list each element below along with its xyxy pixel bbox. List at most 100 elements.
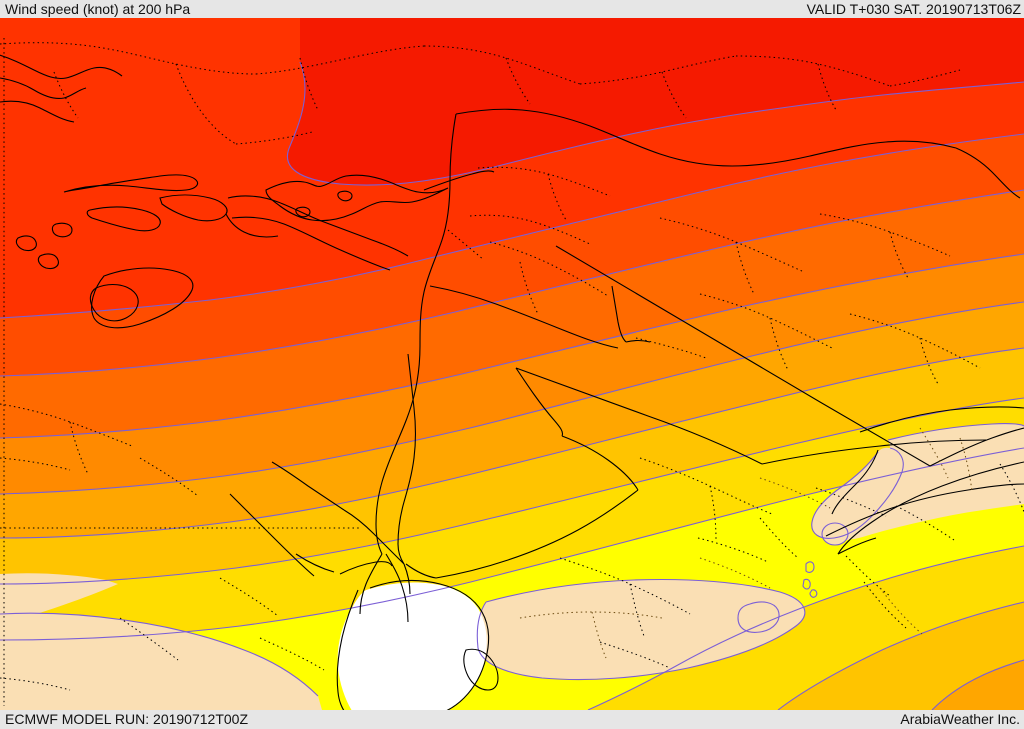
admin-iq-5 bbox=[819, 213, 951, 257]
isoline-peach-blob bbox=[821, 522, 849, 546]
isoline-peach-blobw bbox=[737, 601, 780, 633]
coast-crete bbox=[63, 174, 199, 193]
fill-bands bbox=[0, 18, 1024, 710]
isoline-speck-c bbox=[809, 589, 818, 598]
admin-sa-5 bbox=[815, 487, 887, 517]
admin-sa-8 bbox=[845, 555, 891, 597]
border-iq-sa bbox=[761, 439, 987, 465]
isoline-5 bbox=[0, 301, 1024, 495]
admin-tr-9 bbox=[735, 55, 891, 87]
admin-lt-3 bbox=[919, 427, 949, 479]
admin-tr-3 bbox=[175, 63, 237, 145]
border-jo-sa2 bbox=[405, 563, 437, 579]
border-tr-iq bbox=[955, 147, 1021, 199]
coast-redsea-e2 bbox=[463, 648, 499, 691]
valid-time-label: VALID T+030 SAT. 20190713T06Z bbox=[806, 1, 1021, 17]
coast-tigris bbox=[611, 285, 627, 343]
admin-tr-10 bbox=[817, 63, 837, 111]
admin-boundaries-light bbox=[519, 427, 973, 659]
coast-island-c bbox=[89, 283, 139, 322]
map-canvas[interactable] bbox=[0, 18, 1024, 710]
isoline-4 bbox=[0, 253, 1024, 439]
coast-redsea-w bbox=[336, 589, 359, 710]
coast-greece-2 bbox=[0, 100, 75, 123]
border-jo-il bbox=[397, 353, 417, 565]
band-peach-blobw bbox=[738, 602, 780, 633]
coast-cyprus bbox=[265, 174, 449, 222]
isoline-peach-central bbox=[476, 578, 806, 681]
coast-gulf-s bbox=[837, 461, 1024, 555]
band-darkred bbox=[287, 18, 1024, 186]
coast-uae bbox=[825, 483, 1024, 537]
band-white-main bbox=[337, 582, 487, 710]
isoline-7 bbox=[0, 397, 1024, 585]
admin-tr-5 bbox=[423, 45, 581, 85]
isoline-11-se bbox=[931, 659, 1024, 710]
admin-tr-6 bbox=[505, 57, 531, 105]
weather-contour-map bbox=[0, 18, 1024, 710]
coast-gulf-n bbox=[859, 406, 1024, 433]
admin-sa-10 bbox=[895, 505, 955, 541]
admin-iq-9 bbox=[635, 337, 707, 359]
footer-bar: ECMWF MODEL RUN: 20190712T00Z ArabiaWeat… bbox=[0, 710, 1024, 729]
admin-sy-2 bbox=[547, 173, 567, 221]
admin-boundaries-dotted bbox=[0, 38, 1024, 706]
coast-turkey-s2 bbox=[231, 216, 391, 271]
coast-riverbend bbox=[625, 339, 651, 343]
isoline-10-se bbox=[777, 601, 1024, 710]
coast-redsea-e bbox=[369, 580, 490, 710]
border-eg-sinai bbox=[271, 461, 345, 511]
coast-peloponnese bbox=[86, 206, 161, 232]
coast-island-d bbox=[51, 222, 73, 238]
header-bar: Wind speed (knot) at 200 hPa VALID T+030… bbox=[0, 0, 1024, 18]
border-il-eg bbox=[343, 509, 405, 565]
coast-island-a bbox=[15, 235, 37, 252]
coast-crete-big bbox=[91, 267, 194, 329]
isoline-6 bbox=[0, 347, 1024, 539]
isoline-peach-sw bbox=[0, 612, 319, 697]
admin-iq-1 bbox=[659, 217, 805, 273]
coast-sinai-e bbox=[385, 553, 409, 623]
band-peach-arm bbox=[811, 447, 904, 539]
isoline-peach-arm bbox=[811, 447, 904, 539]
band-peach-central bbox=[477, 579, 805, 680]
coast-nile-delta bbox=[339, 561, 393, 575]
admin-sy-6 bbox=[447, 229, 485, 261]
isoline-1 bbox=[286, 61, 1024, 186]
border-jo-sy bbox=[429, 285, 619, 349]
border-jo-sa bbox=[435, 489, 639, 579]
coast-sinai-w bbox=[359, 553, 383, 615]
admin-lt-6 bbox=[699, 557, 771, 589]
coast-anatolia-sinus bbox=[225, 213, 279, 238]
coast-qatar bbox=[831, 449, 879, 515]
isotach-contours bbox=[0, 61, 1024, 710]
admin-lt-7 bbox=[879, 587, 923, 635]
admin-sa-3 bbox=[559, 557, 691, 615]
admin-tr-13 bbox=[235, 131, 313, 145]
admin-sa-7 bbox=[697, 537, 769, 563]
national-borders bbox=[229, 108, 1024, 579]
isoline-peach-gulf bbox=[887, 423, 1024, 441]
isoline-speck-a bbox=[805, 561, 815, 573]
band-peach-left bbox=[0, 573, 118, 624]
coast-greece-1 bbox=[0, 77, 87, 100]
coast-island-b bbox=[37, 253, 59, 270]
coast-cyprus-tail bbox=[423, 170, 495, 191]
admin-sa-12 bbox=[863, 581, 907, 629]
brand-label: ArabiaWeather Inc. bbox=[900, 711, 1020, 727]
admin-sa-9 bbox=[599, 641, 671, 669]
coast-turkey-s bbox=[227, 195, 409, 257]
border-eg-s bbox=[229, 493, 315, 577]
model-run-label: ECMWF MODEL RUN: 20190712T00Z bbox=[5, 711, 248, 727]
border-jo-iq bbox=[561, 435, 639, 491]
isoline-3 bbox=[0, 189, 1024, 377]
page-title: Wind speed (knot) at 200 hPa bbox=[5, 1, 191, 17]
admin-tr-7 bbox=[579, 55, 737, 85]
band-peach-sw bbox=[0, 613, 322, 710]
border-sa-qa bbox=[837, 537, 877, 555]
admin-tr-12 bbox=[53, 71, 79, 119]
border-tr-sy bbox=[455, 108, 957, 167]
border-sy-iq2 bbox=[515, 367, 564, 437]
admin-lt-5 bbox=[759, 477, 831, 509]
